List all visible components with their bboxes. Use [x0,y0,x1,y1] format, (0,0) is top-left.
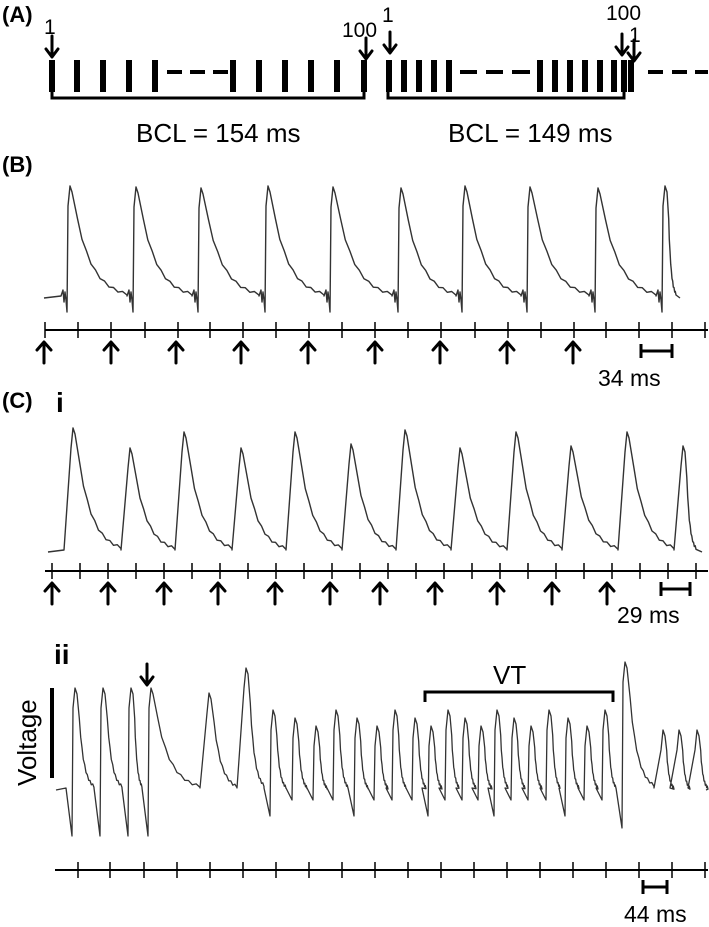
stimulus-pulse [308,60,314,92]
stimulus-arrow [564,340,582,365]
scale-bar-c-ii [641,880,669,894]
stimulus-arrow [321,581,339,606]
protocol-end-label-1: 100 [342,19,377,42]
stimulus-arrow [43,581,61,606]
trace-c-i-action-potentials [47,427,703,553]
stimulus-arrows-b [35,340,582,365]
panel-label-c: (C) [2,388,33,413]
scale-bar-c-i [659,582,692,596]
stimulus-pulse [126,60,132,92]
protocol-start-arrow-1 [44,34,60,59]
stimulus-arrow [426,581,444,606]
stimulus-arrow [598,581,616,606]
stimulus-pulse [621,60,627,92]
stimulus-pulse [446,60,452,92]
protocol-start-label-2: 1 [382,4,394,27]
stimulus-pulse [567,60,573,92]
panel-label-b: (B) [2,152,33,177]
stimulus-pulse [334,60,340,92]
scale-label-c-ii: 44 ms [624,901,687,927]
stimulus-pulse [49,60,55,92]
stimulus-arrow [35,340,53,365]
block-onset-arrow [139,662,155,687]
stimulus-arrow [266,581,284,606]
stimulus-pulse [401,60,407,92]
stimulus-arrow [488,581,506,606]
stimulus-pulse [74,60,80,92]
stimulus-arrow [431,340,449,365]
stimulus-arrows-c-i [43,581,616,606]
stimulus-pulse [628,60,634,92]
stimulus-arrow [102,340,120,365]
stimulus-arrow [155,581,173,606]
protocol-start-arrow-2 [382,30,398,55]
scale-bar-b [639,344,674,358]
stimulus-arrow [543,581,561,606]
vt-bracket [423,690,615,702]
bcl-bracket-1 [50,86,366,100]
scale-label-c-i: 29 ms [617,602,680,628]
protocol-end-arrow-2 [614,32,630,57]
protocol-start-label-3: 1 [629,24,641,47]
stimulus-pulse [282,60,288,92]
protocol-start-label-1: 1 [44,16,56,39]
vt-label: VT [493,660,526,690]
stimulus-pulse-train [49,60,708,92]
stimulus-pulse [552,60,558,92]
scale-label-b: 34 ms [598,365,661,391]
stimulus-arrow [99,581,117,606]
stimulus-pulse [100,60,106,92]
stimulus-pulse [416,60,422,92]
stimulus-arrow [366,340,384,365]
protocol-end-label-2: 100 [606,2,641,25]
bcl-label-2: BCL = 149 ms [448,118,613,148]
stimulus-pulse [386,60,392,92]
stimulus-pulse [597,60,603,92]
stimulus-pulse [537,60,543,92]
stimulus-arrow [299,340,317,365]
stimulus-pulse [431,60,437,92]
panel-label-c-i: i [56,387,64,418]
time-axis-c-ii [55,862,708,878]
stimulus-pulse [152,60,158,92]
stimulus-pulse [230,60,236,92]
bcl-label-1: BCL = 154 ms [136,118,301,148]
stimulus-pulse [582,60,588,92]
stimulus-pulse [256,60,262,92]
y-axis-label-voltage: Voltage [12,699,42,786]
panel-label-a: (A) [2,2,33,27]
bcl-bracket-2 [386,86,626,100]
stimulus-arrow [371,581,389,606]
stimulus-arrow [232,340,250,365]
trace-b-action-potentials [43,185,681,313]
time-axis-b [44,322,708,338]
stimulus-arrow [498,340,516,365]
stimulus-arrow [167,340,185,365]
trace-c-ii-arrhythmia [55,661,709,837]
stimulus-pulse [611,60,617,92]
panel-label-c-ii: ii [54,639,70,670]
time-axis-c-i [45,563,708,579]
stimulus-pulse [361,60,367,92]
stimulus-arrow [209,581,227,606]
